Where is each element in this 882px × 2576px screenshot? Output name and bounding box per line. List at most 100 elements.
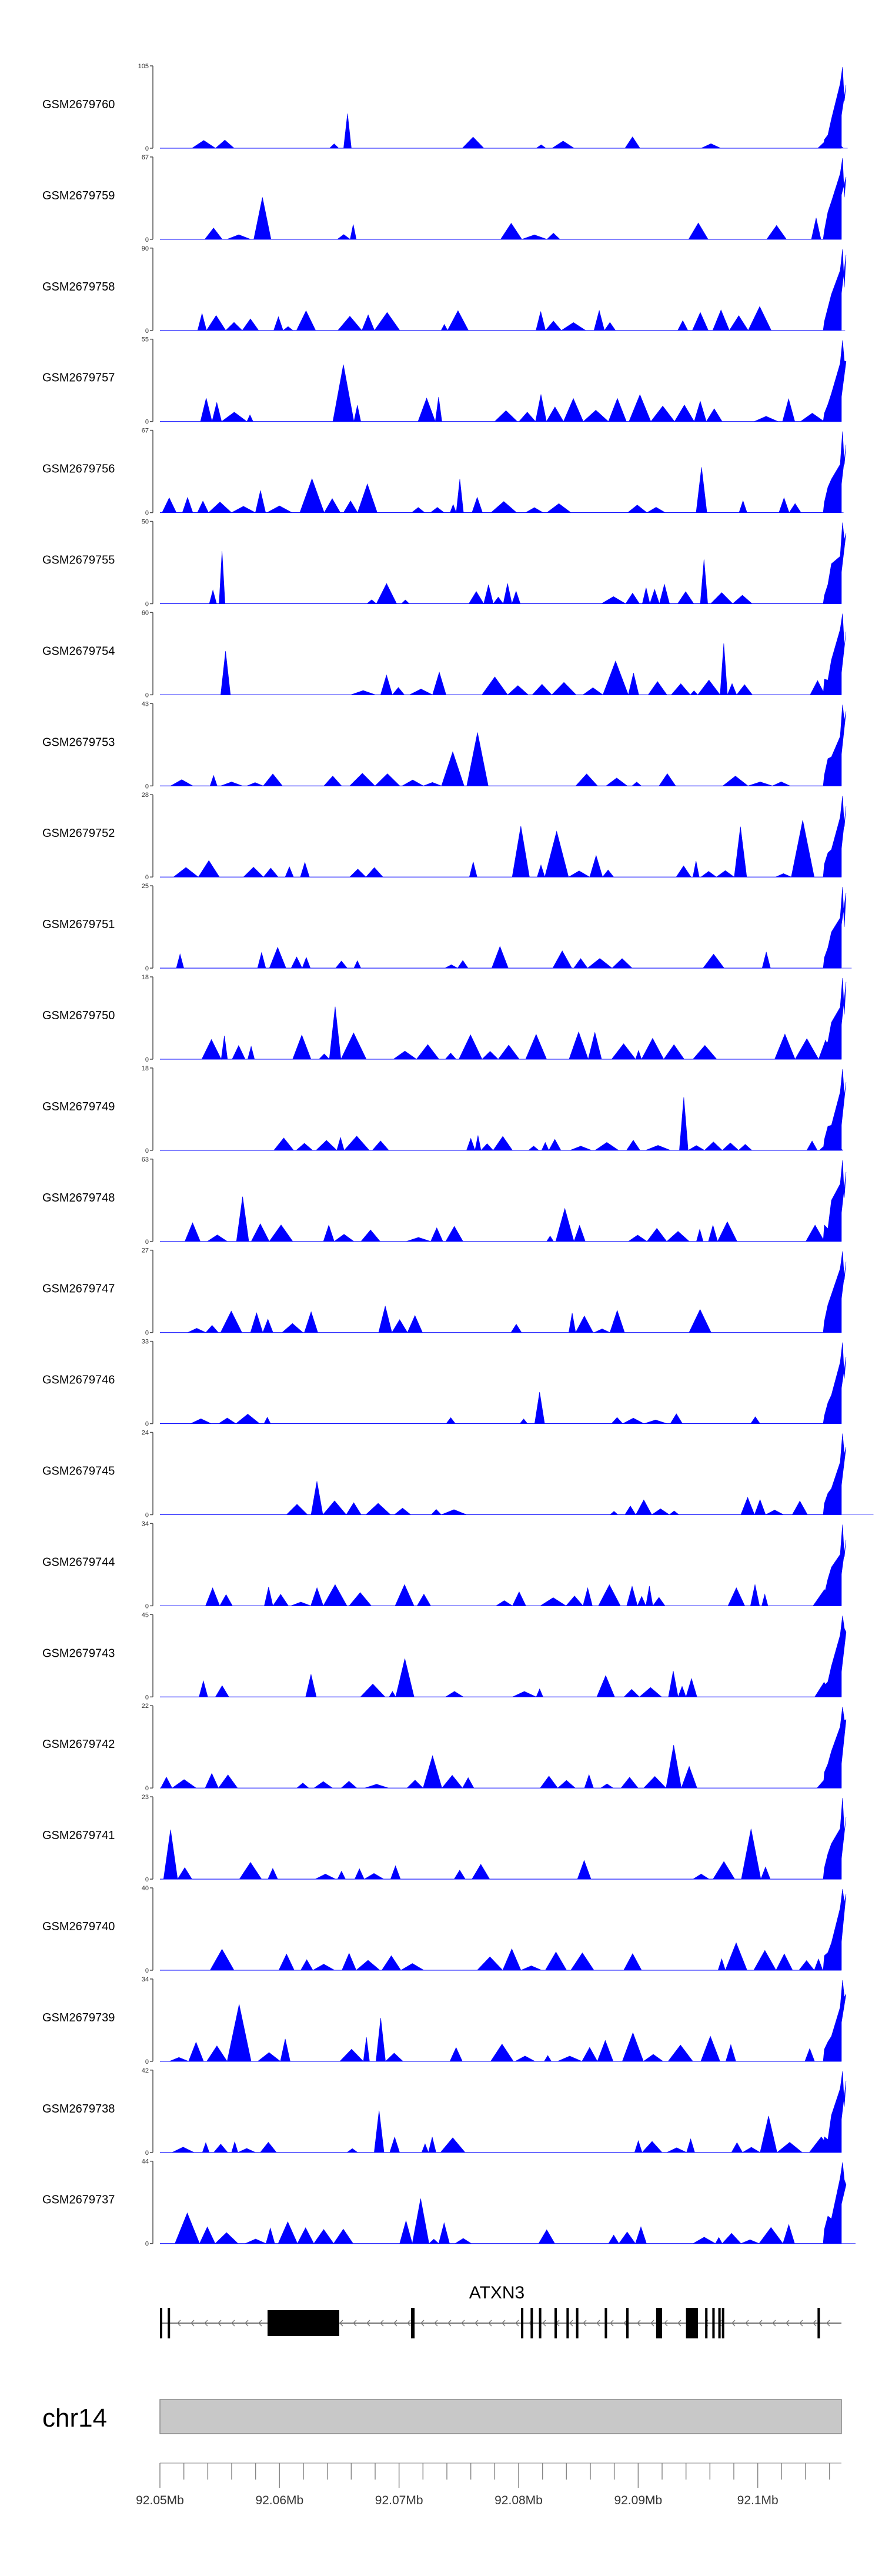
track-GSM2679742: GSM2679742 22 0 [42,1703,847,1792]
axis-tick-label: 92.1Mb [737,2494,779,2507]
y-tick-label-max: 40 [142,1885,149,1892]
y-tick-label-min: 0 [145,1785,149,1792]
exon [539,2308,542,2338]
coverage-area [160,1888,847,1971]
chromosome-band [159,2399,842,2434]
strand-chevron [258,2320,262,2327]
strand-chevron [623,2320,627,2327]
track-label: GSM2679740 [42,1920,115,1933]
strand-chevron [515,2320,519,2327]
track-label: GSM2679745 [42,1465,115,1478]
chromosome-label: chr14 [42,2404,107,2432]
exon [604,2308,607,2338]
y-tick-label-min: 0 [145,1967,149,1974]
y-tick-label-min: 0 [145,510,149,517]
strand-chevron [191,2320,195,2327]
y-tick-label-max: 90 [142,245,149,252]
coverage-tracks: GSM2679760 105 0 GSM2679759 67 0 GSM2679758 90 0… [42,63,874,2248]
track-label: GSM2679750 [42,1009,115,1022]
y-tick-label-min: 0 [145,1512,149,1519]
exon [530,2308,533,2338]
strand-chevron [772,2320,776,2327]
y-tick-label-max: 67 [142,428,149,435]
exon [626,2308,629,2338]
gene-name: ATXN3 [469,2283,524,2303]
track-GSM2679758: GSM2679758 90 0 [42,245,847,335]
y-tick-label-min: 0 [145,2150,149,2157]
strand-chevron [245,2320,249,2327]
y-tick-label-min: 0 [145,783,149,790]
track-GSM2679741: GSM2679741 23 0 [42,1794,847,1883]
strand-chevron [650,2320,654,2327]
coverage-area [160,340,847,422]
strand-chevron [353,2320,357,2327]
coverage-area [160,1707,847,1789]
track-label: GSM2679742 [42,1738,115,1751]
y-tick-label-max: 63 [142,1156,149,1163]
coverage-area [160,1980,847,2062]
y-tick-label-max: 25 [142,883,149,890]
track-label: GSM2679738 [42,2103,115,2115]
strand-chevron [231,2320,235,2327]
strand-chevron [218,2320,222,2327]
y-tick-label-min: 0 [145,1876,149,1883]
axis-tick-label: 92.09Mb [614,2494,662,2507]
y-tick-label-min: 0 [145,874,149,881]
exon [168,2308,171,2338]
y-tick-label-min: 0 [145,1421,149,1428]
exon [268,2310,339,2336]
y-tick-label-min: 0 [145,1239,149,1246]
track-label: GSM2679754 [42,645,115,658]
coverage-area [160,249,847,331]
track-GSM2679753: GSM2679753 43 0 [42,700,847,790]
track-label: GSM2679749 [42,1100,115,1113]
track-GSM2679745: GSM2679745 24 0 [42,1430,874,1519]
coverage-area [160,1342,847,1424]
track-label: GSM2679753 [42,736,115,749]
exon [566,2308,569,2338]
coverage-area [160,977,847,1060]
track-GSM2679748: GSM2679748 63 0 [42,1156,847,1246]
genome-axis: 92.05Mb 92.06Mb 92.07Mb 92.08Mb 92.09Mb 92.1M… [136,2462,841,2507]
strand-chevron [637,2320,641,2327]
strand-chevron [177,2320,181,2327]
track-GSM2679749: GSM2679749 18 0 [42,1065,847,1154]
strand-chevron [813,2320,817,2327]
track-GSM2679755: GSM2679755 50 0 [42,519,847,608]
strand-chevron [826,2320,830,2327]
coverage-area [160,1524,847,1607]
track-label: GSM2679748 [42,1192,115,1204]
strand-chevron [380,2320,384,2327]
y-tick-label-max: 22 [142,1703,149,1710]
track-GSM2679759: GSM2679759 67 0 [42,154,847,243]
coverage-area [160,613,847,696]
axis-tick-label: 92.08Mb [495,2494,543,2507]
track-GSM2679752: GSM2679752 28 0 [42,792,847,881]
y-tick-label-min: 0 [145,2241,149,2248]
strand-chevron [569,2320,573,2327]
axis-tick-label: 92.07Mb [375,2494,423,2507]
y-tick-label-max: 55 [142,336,149,343]
strand-chevron [393,2320,397,2327]
y-tick-label-min: 0 [145,2058,149,2066]
y-tick-label-max: 34 [142,1520,149,1527]
track-label: GSM2679737 [42,2194,115,2207]
track-label: GSM2679741 [42,1829,115,1842]
y-tick-label-max: 60 [142,609,149,616]
track-label: GSM2679751 [42,918,115,931]
strand-chevron [677,2320,681,2327]
track-label: GSM2679739 [42,2011,115,2024]
coverage-area [160,1160,847,1242]
y-tick-label-min: 0 [145,692,149,699]
y-tick-label-max: 67 [142,154,149,161]
y-tick-label-max: 44 [142,2158,149,2165]
y-tick-label-max: 18 [142,974,149,981]
exon [656,2308,662,2338]
exon [718,2308,721,2338]
y-tick-label-max: 43 [142,700,149,708]
strand-chevron [204,2320,208,2327]
y-tick-label-max: 28 [142,792,149,799]
y-tick-label-max: 27 [142,1247,149,1254]
strand-chevron [461,2320,465,2327]
